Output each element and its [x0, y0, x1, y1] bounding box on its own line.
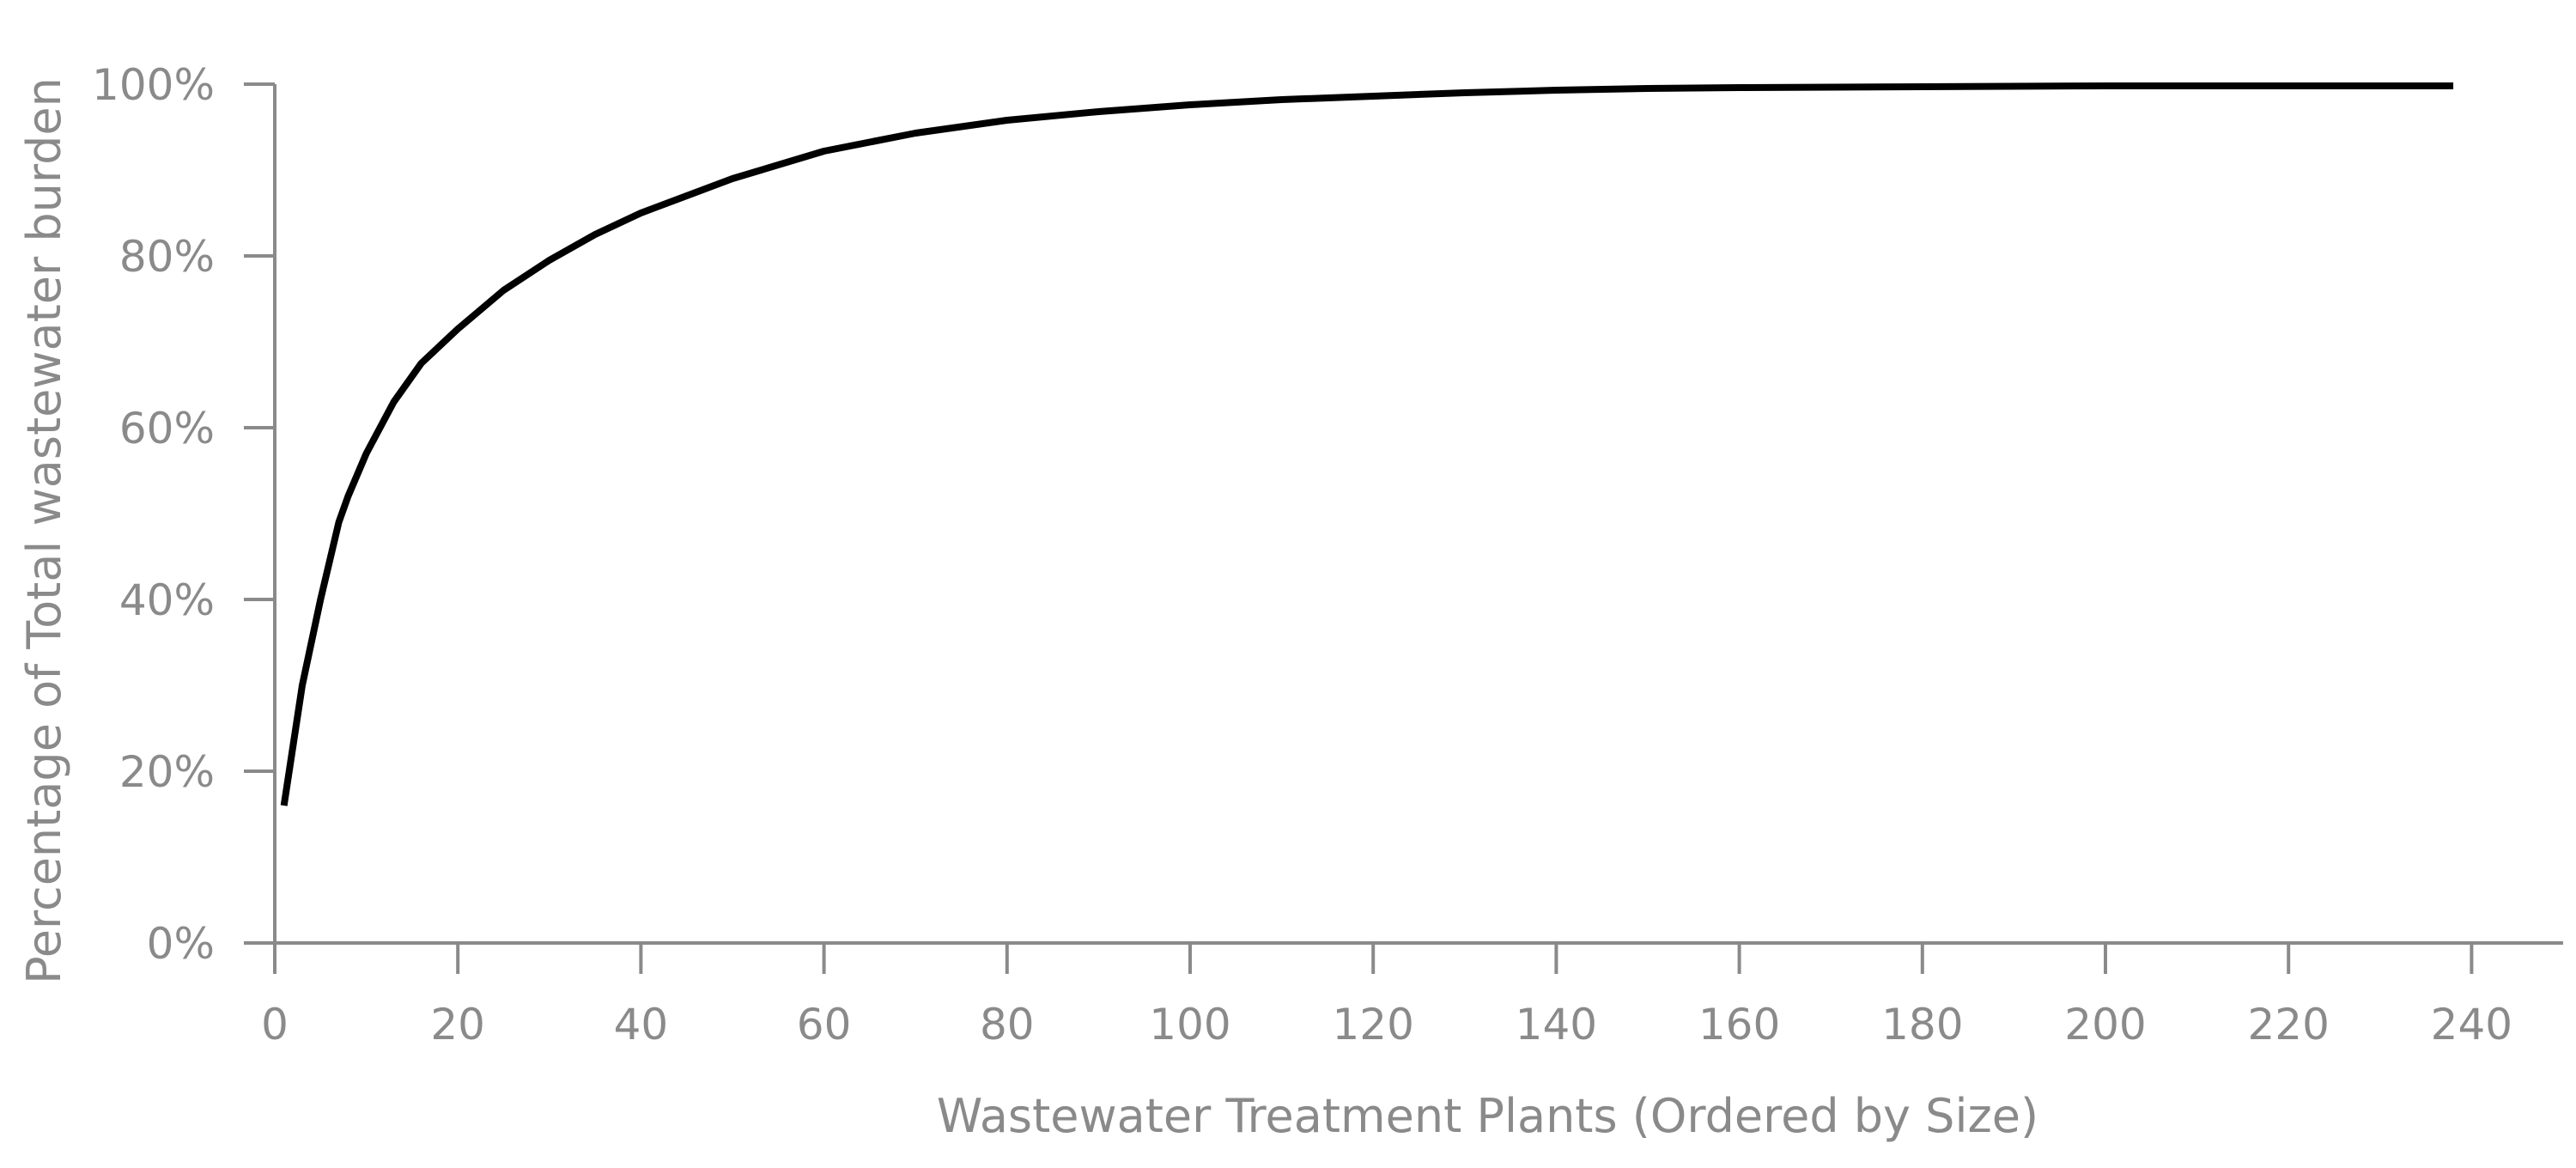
x-axis-ticks: 0 20 40 60 80 100 120 140 160 180 200 220 240 — [261, 943, 2512, 1049]
x-tick-label: 200 — [2064, 1000, 2146, 1049]
y-axis-ticks: 0% 20% 40% 60% 80% 100% — [92, 60, 275, 969]
y-axis-label: Percentage of Total wastewater burden — [17, 77, 71, 984]
cumulative-burden-line — [280, 82, 2454, 806]
y-tick-label: 60% — [119, 404, 215, 453]
x-tick-label: 40 — [614, 1000, 669, 1049]
x-tick-label: 60 — [797, 1000, 852, 1049]
y-tick-label: 100% — [92, 60, 215, 110]
x-tick-label: 160 — [1698, 1000, 1780, 1049]
x-tick-label: 140 — [1516, 1000, 1597, 1049]
x-tick-label: 100 — [1149, 1000, 1230, 1049]
y-tick-label: 40% — [119, 575, 215, 625]
y-tick-label: 20% — [119, 747, 215, 797]
x-tick-label: 120 — [1332, 1000, 1413, 1049]
x-tick-label: 80 — [980, 1000, 1035, 1049]
x-axis-label: Wastewater Treatment Plants (Ordered by … — [937, 1089, 2038, 1143]
x-tick-label: 240 — [2431, 1000, 2512, 1049]
x-tick-label: 0 — [261, 1000, 289, 1049]
y-tick-label: 0% — [147, 919, 215, 969]
x-tick-label: 180 — [1881, 1000, 1963, 1049]
y-tick-label: 80% — [119, 232, 215, 282]
x-tick-label: 20 — [430, 1000, 485, 1049]
x-tick-label: 220 — [2247, 1000, 2329, 1049]
